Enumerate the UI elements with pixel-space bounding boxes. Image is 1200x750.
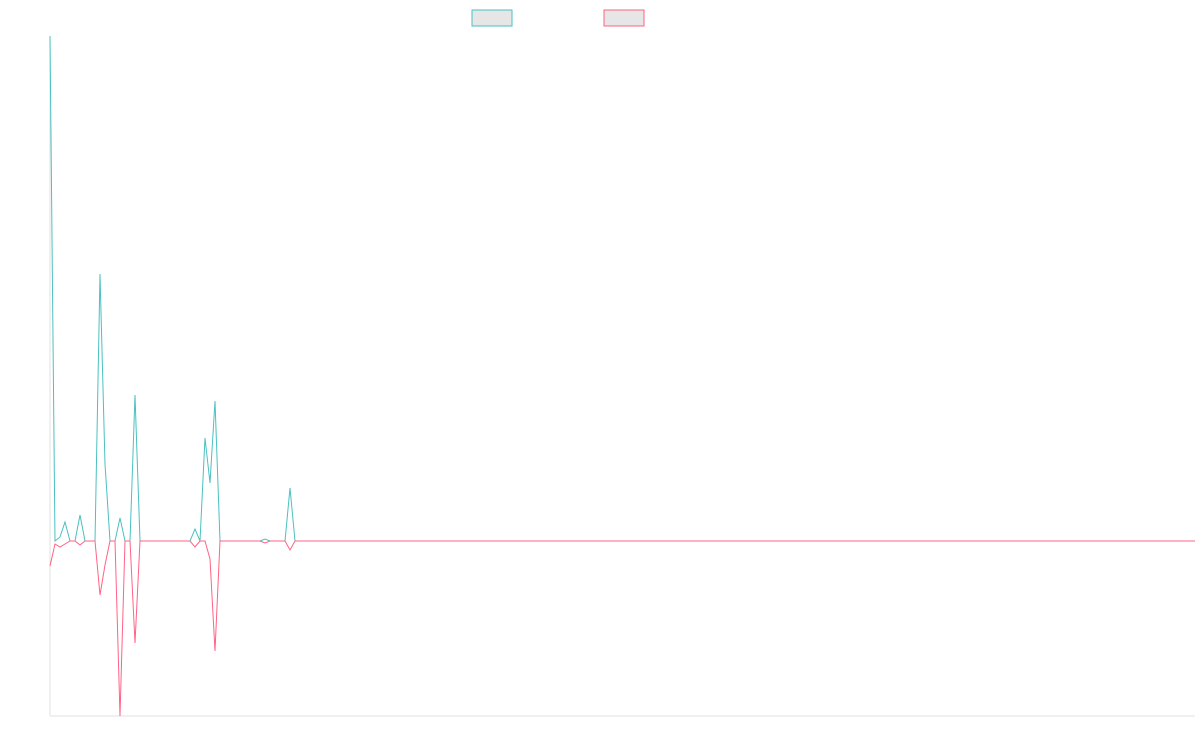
series-line xyxy=(49,540,1195,717)
legend-swatch[interactable] xyxy=(603,9,645,27)
legend-swatch[interactable] xyxy=(471,9,513,27)
series-line xyxy=(49,35,1195,543)
